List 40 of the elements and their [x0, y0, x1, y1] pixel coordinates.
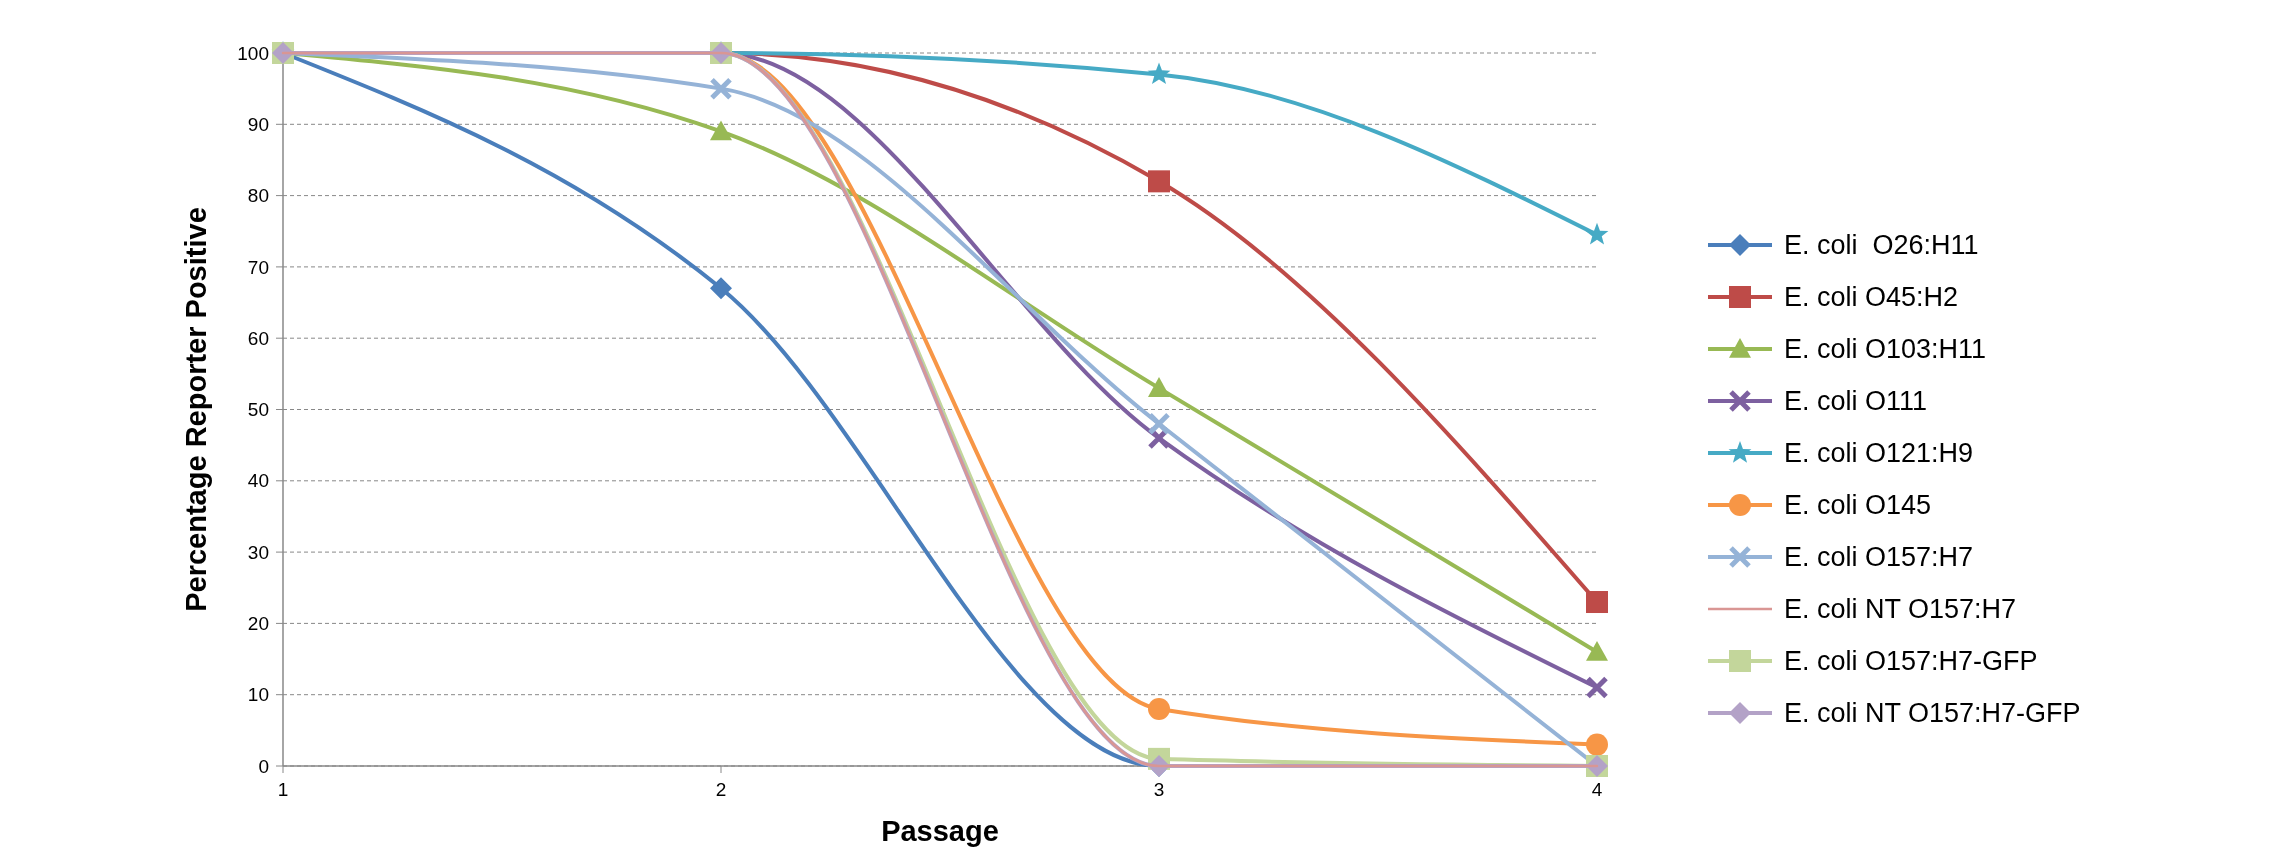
- y-tick-label: 20: [247, 613, 269, 635]
- legend-label: E. coli O121:H9: [1784, 438, 1974, 469]
- point: [1147, 412, 1171, 436]
- legend-label: E. coli O45:H2: [1784, 282, 1959, 313]
- legend-label: E. coli O103:H11: [1784, 334, 1987, 365]
- point: [709, 77, 733, 101]
- y-tick-label: 30: [247, 541, 269, 563]
- point: [1586, 640, 1608, 661]
- point: [1148, 697, 1170, 720]
- legend-label: E. coli O145: [1784, 490, 1932, 521]
- legend-label: E. coli O26:H11: [1784, 230, 1979, 261]
- point: [1147, 62, 1171, 85]
- point: [1148, 170, 1170, 193]
- y-tick-label: 10: [247, 684, 269, 706]
- x-tick-label: 4: [1591, 779, 1603, 800]
- y-tick-label: 50: [247, 399, 269, 421]
- y-axis-title: Percentage Reporter Positive: [180, 207, 212, 612]
- point: [1586, 733, 1608, 756]
- x-tick-label: 2: [715, 779, 727, 800]
- point: [1585, 676, 1609, 700]
- legend-label: E. coli O157:H7-GFP: [1784, 646, 2038, 677]
- point: [1148, 377, 1170, 397]
- legend-label: E. coli O111: [1784, 386, 1928, 417]
- point: [710, 277, 732, 300]
- y-tick-label: 60: [247, 327, 269, 349]
- point: [1586, 591, 1608, 614]
- legend-label: E. coli NT O157:H7-GFP: [1784, 698, 2081, 729]
- legend-label: E. coli O157:H7: [1784, 542, 1974, 573]
- point: [710, 120, 732, 141]
- y-tick-label: 0: [258, 755, 269, 777]
- point: [1585, 222, 1609, 245]
- y-tick-label: 70: [247, 256, 269, 278]
- x-axis-title: Passage: [881, 815, 999, 847]
- y-tick-label: 80: [247, 185, 269, 207]
- y-tick-label: 100: [237, 42, 269, 64]
- legend-label: E. coli NT O157:H7: [1784, 594, 2017, 625]
- y-tick-label: 40: [247, 470, 269, 492]
- x-tick-label: 1: [277, 779, 289, 800]
- x-tick-label: 3: [1153, 779, 1165, 800]
- y-tick-label: 90: [247, 113, 269, 135]
